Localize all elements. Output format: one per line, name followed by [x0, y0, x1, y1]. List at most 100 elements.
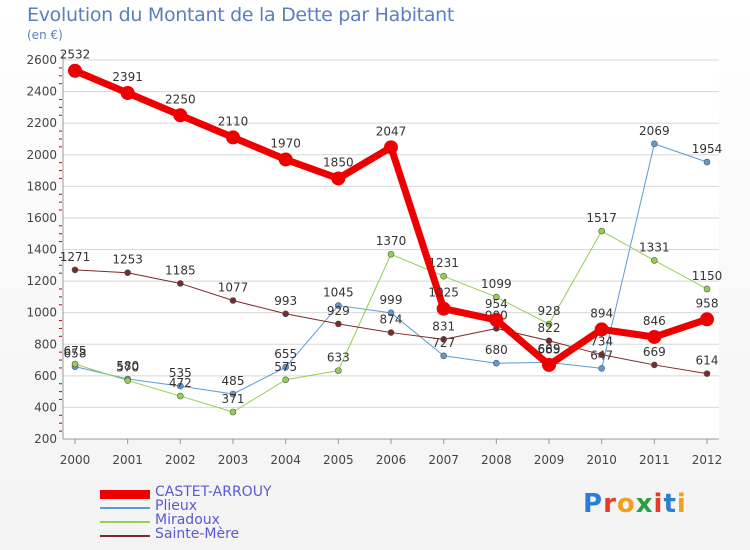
data-point	[651, 257, 658, 264]
data-point	[700, 312, 714, 327]
data-label: 822	[538, 321, 561, 335]
x-tick-label: 2003	[218, 453, 249, 467]
legend-label: Miradoux	[155, 512, 220, 528]
data-point	[173, 108, 188, 123]
data-point	[229, 408, 237, 416]
data-label: 1077	[218, 281, 249, 295]
data-point	[120, 86, 135, 101]
data-label: 1970	[270, 136, 301, 150]
data-point	[387, 250, 395, 258]
data-point	[489, 312, 504, 327]
data-point	[598, 365, 605, 372]
data-label: 874	[380, 313, 403, 327]
x-tick-label: 2012	[692, 453, 723, 467]
data-point	[177, 382, 184, 390]
x-tick-label: 2009	[534, 453, 565, 467]
data-label: 1517	[586, 211, 617, 225]
data-point	[387, 329, 395, 336]
data-label: 1850	[323, 155, 354, 169]
y-tick-label: 1400	[26, 243, 57, 257]
data-label: 575	[274, 360, 297, 374]
y-tick-label: 200	[34, 432, 57, 446]
data-label: 633	[327, 351, 350, 365]
y-tick-label: 1000	[26, 306, 57, 320]
y-tick-label: 2000	[26, 148, 57, 162]
y-tick-label: 2400	[26, 85, 57, 99]
data-label: 1331	[639, 240, 670, 254]
data-point	[703, 285, 711, 293]
data-label: 535	[169, 366, 192, 380]
data-label: 2532	[60, 48, 91, 62]
data-point	[440, 272, 447, 280]
data-label: 371	[222, 392, 245, 406]
data-point	[542, 357, 556, 372]
data-label: 1231	[428, 256, 459, 270]
data-label: 1271	[60, 250, 91, 264]
y-tick-label: 1200	[26, 274, 57, 288]
y-tick-label: 1600	[26, 211, 57, 225]
data-point	[545, 337, 553, 345]
data-point	[387, 309, 395, 317]
legend-swatch	[100, 507, 150, 509]
x-tick-label: 2010	[586, 453, 617, 467]
data-point	[545, 320, 553, 328]
data-point	[598, 227, 605, 235]
data-point	[493, 359, 500, 367]
data-label: 669	[538, 342, 561, 356]
series-plieux: 6585805354856551045999727680685647206919…	[64, 124, 723, 398]
data-label: 685	[538, 342, 561, 356]
series-sainte-m-re: 1271125311851077993929874831900822734669…	[60, 250, 719, 377]
y-tick-label: 600	[34, 369, 57, 383]
data-label: 1099	[481, 277, 512, 291]
data-label: 846	[643, 314, 666, 328]
data-label: 831	[432, 319, 455, 333]
x-tick-label: 2004	[270, 453, 301, 467]
data-label: 999	[380, 293, 403, 307]
data-point	[651, 140, 658, 148]
x-tick-label: 2001	[112, 453, 143, 467]
data-point	[177, 280, 184, 287]
data-label: 2069	[639, 124, 670, 138]
x-tick-label: 2006	[376, 453, 407, 467]
y-tick-label: 2600	[26, 53, 57, 67]
series-miradoux: 675 570 472 371 575 633 1370 1231 1099 928 1517 133…	[64, 211, 722, 416]
data-label: 1253	[112, 253, 143, 267]
x-tick-label: 2011	[639, 453, 670, 467]
data-label: 1185	[165, 263, 196, 277]
logo-letter: x	[635, 489, 654, 519]
data-point	[598, 351, 605, 358]
legend-label: CASTET-ARROUY	[155, 484, 272, 500]
data-point	[124, 269, 131, 277]
x-tick-label: 2002	[165, 453, 196, 467]
data-point	[68, 63, 82, 78]
data-label: 658	[64, 347, 87, 361]
y-tick-label: 800	[34, 337, 57, 351]
data-label: 614	[696, 354, 719, 368]
data-point	[229, 390, 237, 398]
proxiti-logo: Proxiti	[583, 489, 687, 519]
logo-letter: i	[653, 489, 664, 519]
data-point	[71, 266, 79, 274]
legend-label: Sainte-Mère	[155, 526, 240, 542]
data-point	[436, 301, 451, 316]
logo-letter: o	[616, 489, 636, 519]
data-point	[226, 130, 240, 145]
data-label: 734	[590, 335, 613, 349]
data-point	[440, 336, 447, 343]
logo-letter: r	[603, 489, 617, 519]
data-point	[594, 322, 609, 337]
x-tick-label: 2000	[60, 453, 91, 467]
data-label: 928	[538, 304, 561, 318]
logo-letter: i	[676, 489, 687, 519]
data-label: 727	[432, 336, 455, 350]
chart-title: Evolution du Montant de la Dette par Hab…	[27, 4, 455, 26]
data-point	[440, 352, 447, 360]
data-label: 1954	[692, 142, 723, 156]
data-label: 929	[327, 304, 350, 318]
data-label: 2110	[218, 114, 249, 128]
x-tick-label: 2008	[481, 453, 512, 467]
data-point	[278, 152, 293, 167]
data-label: 570	[116, 361, 139, 375]
data-point	[647, 329, 662, 344]
